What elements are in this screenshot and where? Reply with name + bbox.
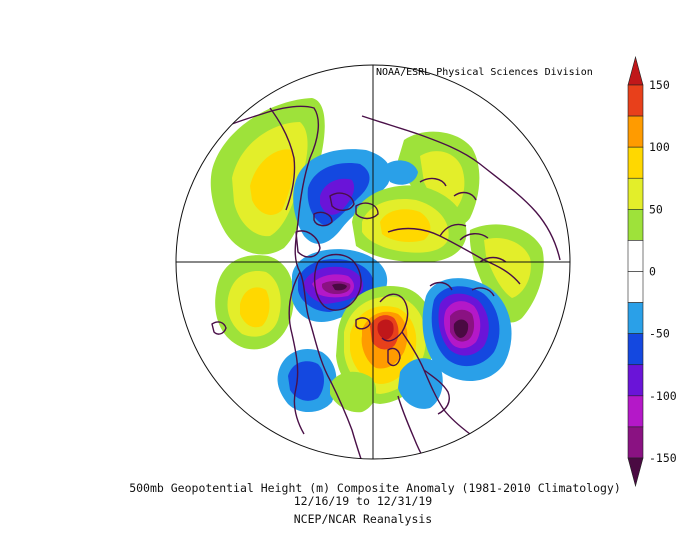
- colorbar-bin: [627, 209, 644, 241]
- eurasia-inner-coast: [387, 227, 521, 285]
- caption-dates: 12/16/19 to 12/31/19: [293, 494, 433, 508]
- colorbar-bin: [627, 364, 644, 397]
- anomaly-polar-positive: [352, 185, 467, 263]
- colorbar-tick-label: 50: [649, 202, 663, 216]
- mediterranean-coast: [423, 369, 450, 415]
- anomaly-russia-negative: [422, 278, 512, 382]
- anomaly-field: [210, 98, 544, 413]
- caption-title: 500mb Geopotential Height (m) Composite …: [129, 481, 621, 495]
- colorbar-bin: [627, 115, 644, 148]
- arctic-islands-3: [313, 211, 333, 227]
- colorbar-tick-label: -50: [649, 327, 670, 341]
- arctic-islands-2: [355, 202, 379, 220]
- colorbar-bin: [627, 146, 644, 179]
- asia-borders-1: [439, 223, 507, 263]
- caption-source: NCEP/NCAR Reanalysis: [293, 512, 433, 526]
- colorbar-bin: [627, 395, 644, 428]
- asia-borders-2: [429, 281, 495, 297]
- colorbar-bin: [627, 302, 644, 334]
- asia-borders-3: [419, 177, 477, 201]
- colorbar-bin: [627, 271, 644, 303]
- globe-outline: [175, 64, 571, 460]
- colorbar-bin: [627, 333, 644, 366]
- arctic-islands-1: [329, 192, 355, 211]
- north-america-east-coast: [288, 271, 305, 435]
- hudson-bay: [295, 230, 321, 258]
- eurasia-north-coast: [361, 115, 561, 261]
- british-isles-coast: [387, 347, 401, 367]
- colorbar-tick-label: 0: [649, 265, 656, 279]
- japan-islands: [211, 321, 227, 335]
- colorbar-bin: [627, 177, 644, 210]
- meridian-lines: [176, 65, 570, 459]
- anomaly-atlantic-negative: [277, 160, 443, 413]
- colorbar-bin: [627, 457, 644, 488]
- colorbar-bin: [627, 84, 644, 117]
- scandinavia-coast: [379, 293, 409, 342]
- colorbar-bin: [627, 240, 644, 272]
- colorbar-tick-label: 150: [649, 78, 670, 92]
- credit-text: NOAA/ESRL Physical Sciences Division: [376, 67, 593, 78]
- anomaly-arctic-negative: [293, 149, 391, 244]
- colorbar-bin: [627, 55, 644, 86]
- colorbar-tick-label: -150: [649, 451, 677, 465]
- colorbar-tick-label: -100: [649, 389, 677, 403]
- colorbar-tick-label: 100: [649, 140, 670, 154]
- east-asia-coast: [269, 107, 296, 211]
- anomaly-west-africa-positive: [330, 371, 377, 413]
- greenland-coast: [313, 253, 362, 311]
- europe-coast: [401, 331, 471, 435]
- coastlines: [179, 105, 561, 459]
- colorbar-bin: [627, 426, 644, 459]
- iceland-coast: [355, 317, 371, 330]
- colorbar-labels: 150 100 50 0 -50 -100 -150: [649, 78, 677, 465]
- colorbar: [627, 55, 644, 488]
- anomaly-east-pacific-positive: [215, 255, 294, 350]
